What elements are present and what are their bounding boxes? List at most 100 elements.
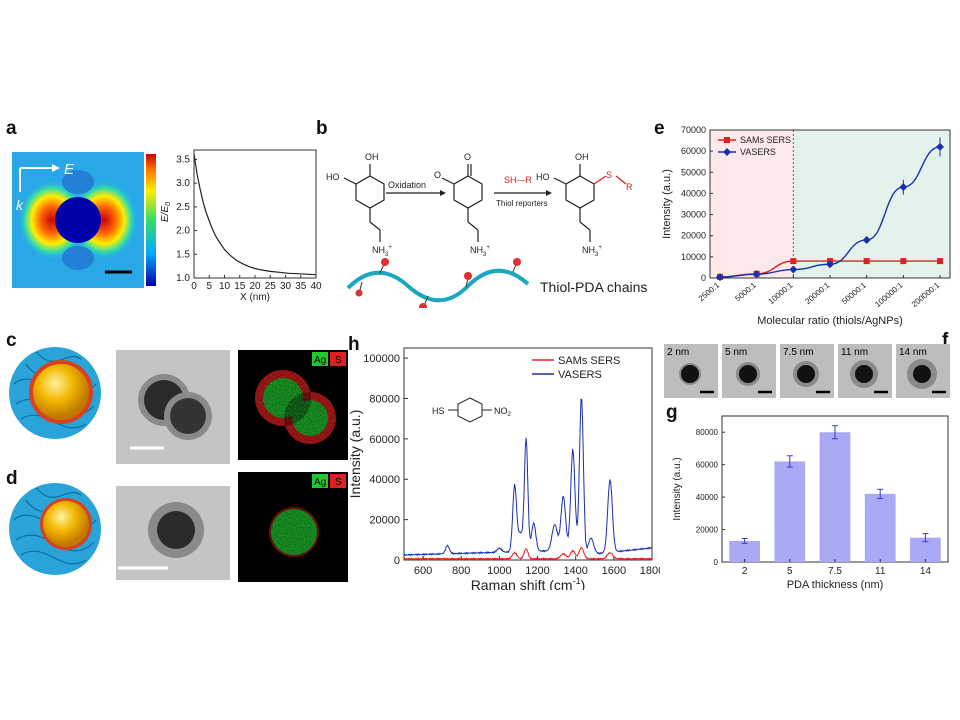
molecule-hs-label: HS [432,406,445,416]
particle-schematic-c [9,347,101,439]
data-point [789,265,798,274]
svg-text:NH3+: NH3+ [372,245,392,258]
y-tick-label: 70000 [681,125,706,135]
panel-letter-e: e [654,118,665,139]
x-tick-label: 14 [920,566,932,577]
x-tick-label: 200000:1 [910,280,942,309]
x-tick-label: 50000:1 [840,280,868,306]
data-point [752,270,761,279]
x-tick-label: 600 [414,565,432,577]
data-point [899,183,908,192]
atom-ho-1: HO [326,172,340,182]
data-point [716,273,724,282]
x-tick-label: 10 [219,281,231,292]
eds-s-label-c: S [335,355,342,366]
legend-entry: SAMs SERS [558,355,620,367]
y-tick-label: 3.0 [176,178,190,189]
atom-nh3-3: NH [582,245,595,255]
x-tick-label: 5000:1 [733,280,758,303]
thickness-label: 14 nm [899,347,927,358]
bar [729,540,760,562]
x-tick-label: 1600 [602,565,626,577]
reagent-label: SH—R [504,175,533,185]
svg-text:NH3+: NH3+ [582,245,602,258]
tem-thickness-series: 2 nm 5 nm 7.5 nm 11 nm 14 nm [664,344,956,398]
atom-ho-2: HO [536,172,550,182]
x-axis-label: PDA thickness (nm) [787,579,884,591]
data-point [936,142,944,151]
eds-s-label-d: S [335,477,342,488]
y-tick-label: 0 [394,555,400,567]
y-tick-label: 30000 [681,210,706,220]
high-ratio-region [793,130,950,278]
tem-thickness-image: 7.5 nm [780,344,834,398]
x-tick-label: 10000:1 [767,280,795,306]
y-tick-label: 60000 [681,146,706,156]
tem-image-c [116,350,230,464]
colorbar [146,154,156,286]
y-tick-label: 0 [714,558,719,567]
y-axis-label: Intensity (a.u.) [672,457,683,520]
plot-frame [403,347,653,561]
atom-r: R [626,182,633,192]
atom-oh-1: OH [365,152,379,162]
x-tick-label: 0 [191,281,197,292]
y-tick-label: 0 [701,273,706,283]
eds-map-c: Ag S [238,350,348,460]
decay-curve [193,153,317,276]
panel-letter-h: h [348,334,360,355]
atom-o-1: O [464,152,471,162]
x-tick-label: 40 [310,281,322,292]
plot-frame [193,149,317,279]
y-tick-label: 20000 [681,231,706,241]
y-tick-label: 3.5 [176,154,190,165]
x-axis-label: Raman shift (cm-1) [471,576,586,590]
atom-oh-2: OH [575,152,589,162]
x-tick-label: 20000:1 [803,280,831,306]
bar [774,461,806,562]
y-tick-label: 10000 [681,252,706,262]
y-tick-label: 2.0 [176,226,190,237]
molecule-no2-label: NO2 [494,406,512,418]
atom-nh3-2: NH [470,245,483,255]
thickness-label: 11 nm [841,347,868,358]
legend-entry: VASERS [740,147,776,157]
chart-g-pda-thickness: 0 20000 40000 60000 80000 2 5 7.5 11 14 PDA thickn… [672,415,949,591]
y-tick-label: 40000 [369,474,400,486]
y-axis-label: E/E0 [160,202,172,222]
eds-map-d: Ag S [238,472,348,582]
thickness-label: 7.5 nm [783,347,814,358]
tem-image-d [116,486,230,580]
x-tick-label: 7.5 [828,566,842,577]
legend-entry: VASERS [558,369,602,381]
y-tick-label: 80000 [696,428,719,437]
eds-ag-label-c: Ag [314,355,326,366]
y-tick-label: 20000 [369,515,400,527]
panel-letter-b: b [316,118,328,139]
y-tick-label: 20000 [696,526,719,535]
y-tick-label: 2.5 [176,202,190,213]
pda-chain [346,268,530,303]
x-tick-label: 5 [206,281,212,292]
tem-thickness-image: 14 nm [896,344,950,398]
chart-e-molecular-ratio: 0 10000 20000 30000 40000 50000 60000 70000 2500… [661,125,951,327]
particle-schematic-d [9,483,101,575]
y-tick-label: 100000 [363,353,400,365]
oxidation-scheme: Oxidation SH—R Thiol reporters OH HO O O… [326,152,647,308]
data-point [862,235,871,244]
y-axis-label: Intensity (a.u.) [348,410,363,499]
data-point [790,258,797,265]
tem-thickness-image: 11 nm [838,344,892,398]
atom-nh3-1: NH [372,245,385,255]
x-tick-label: 1200 [525,565,549,577]
data-point [937,258,943,265]
tem-thickness-image: 2 nm [664,344,718,398]
chart-a-field-decay: 0 5 10 15 20 25 30 35 40 1.0 1.5 2.0 2.5 3.0 3.5 X (nm)… [160,149,322,303]
data-point [826,260,834,269]
thiol-reporters-label: Thiol reporters [496,199,548,208]
x-tick-label: 30 [280,281,292,292]
x-tick-label: 15 [234,281,246,292]
y-tick-label: 50000 [681,167,706,177]
